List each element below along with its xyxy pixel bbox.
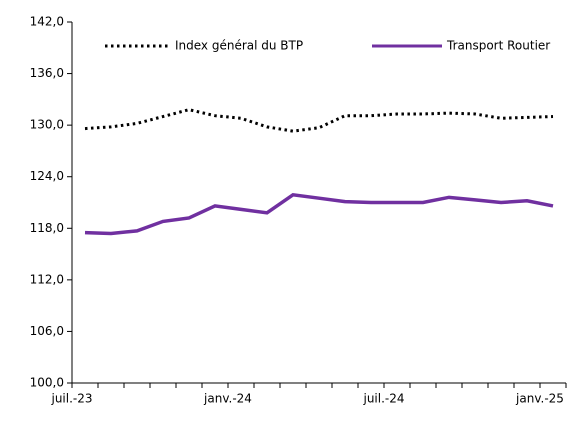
y-tick-label: 130,0: [30, 118, 64, 132]
legend-label: Index général du BTP: [175, 39, 303, 53]
y-tick-label: 112,0: [30, 272, 64, 286]
series-line: [84, 108, 554, 133]
x-tick-label: janv.-24: [203, 392, 252, 406]
x-tick-label: janv.-25: [515, 392, 564, 406]
y-tick-label: 118,0: [30, 221, 64, 235]
y-tick-label: 124,0: [30, 169, 64, 183]
y-tick-label: 136,0: [30, 66, 64, 80]
series-line: [84, 192, 554, 236]
y-tick-label: 142,0: [30, 15, 64, 29]
x-tick-label: juil.-24: [362, 392, 404, 406]
legend-label: Transport Routier: [446, 39, 550, 53]
x-tick-label: juil.-23: [50, 392, 92, 406]
y-tick-label: 106,0: [30, 324, 64, 338]
y-tick-label: 100,0: [30, 376, 64, 390]
